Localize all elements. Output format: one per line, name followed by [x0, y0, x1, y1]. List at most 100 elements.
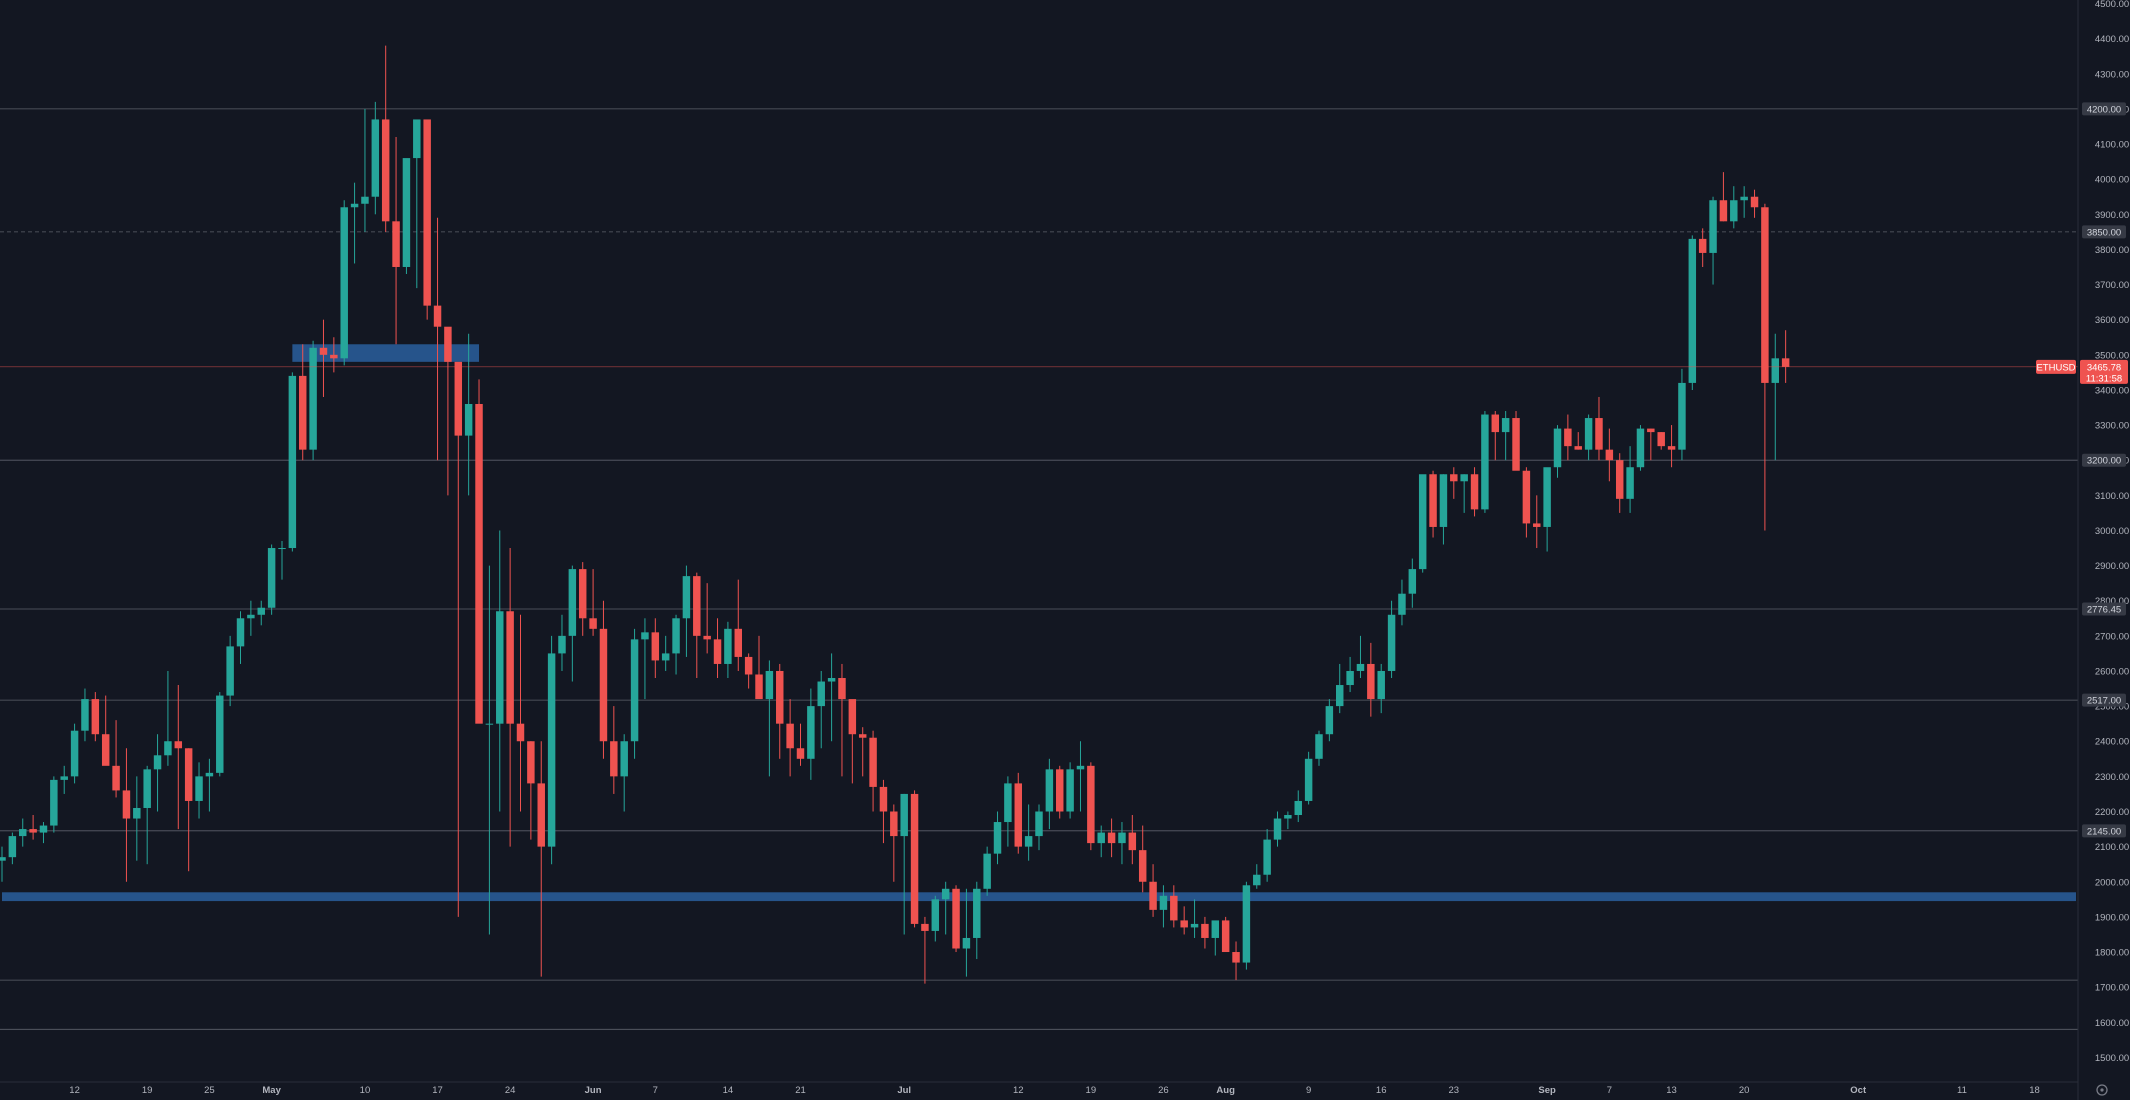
candle[interactable] [682, 565, 691, 657]
candle[interactable] [1543, 467, 1551, 552]
candle[interactable] [620, 734, 628, 812]
candle[interactable] [1678, 368, 1686, 461]
candle[interactable] [890, 804, 898, 882]
candle[interactable] [60, 765, 68, 794]
candle[interactable] [1128, 815, 1137, 865]
candle[interactable] [122, 748, 131, 882]
candle[interactable] [941, 881, 950, 935]
candle[interactable] [1294, 790, 1302, 823]
candle[interactable] [485, 565, 494, 935]
candle[interactable] [1470, 467, 1479, 517]
candle[interactable] [340, 200, 348, 366]
candle[interactable] [1615, 453, 1624, 513]
candle[interactable] [0, 846, 6, 882]
candle[interactable] [101, 695, 110, 766]
candle[interactable] [1730, 186, 1738, 229]
candle[interactable] [195, 762, 203, 819]
candle[interactable] [288, 372, 297, 552]
candle[interactable] [184, 748, 193, 872]
candle[interactable] [330, 337, 338, 373]
candle[interactable] [993, 811, 1002, 865]
candle[interactable] [1553, 425, 1562, 478]
candle[interactable] [475, 379, 483, 724]
candle[interactable] [921, 916, 929, 984]
candle[interactable] [216, 692, 224, 777]
candle[interactable] [630, 628, 639, 759]
candle[interactable] [858, 727, 867, 777]
candle[interactable] [1719, 172, 1728, 222]
candle[interactable] [1315, 730, 1323, 766]
candle[interactable] [1595, 396, 1603, 461]
candle[interactable] [838, 663, 846, 777]
candle[interactable] [1750, 189, 1759, 218]
candle[interactable] [1709, 196, 1717, 285]
candle[interactable] [506, 548, 514, 847]
candle[interactable] [1035, 804, 1043, 851]
candle[interactable] [1118, 822, 1126, 865]
candle[interactable] [1056, 765, 1064, 819]
candle[interactable] [236, 611, 245, 664]
candle[interactable] [1387, 600, 1396, 679]
candle[interactable] [1076, 741, 1085, 812]
candle[interactable] [402, 158, 411, 275]
candle[interactable] [39, 822, 48, 844]
candle[interactable] [1170, 885, 1178, 928]
candle[interactable] [848, 699, 857, 784]
candle[interactable] [516, 614, 525, 812]
candle[interactable] [278, 541, 286, 580]
zone-rect[interactable] [292, 344, 480, 362]
candle[interactable] [796, 723, 805, 766]
candle[interactable] [713, 618, 722, 679]
candle[interactable] [879, 779, 888, 844]
candle[interactable] [91, 692, 100, 742]
candle[interactable] [1335, 663, 1344, 714]
candle[interactable] [381, 45, 390, 232]
candle[interactable] [133, 776, 141, 861]
candle[interactable] [1356, 635, 1365, 679]
candle[interactable] [1004, 776, 1012, 847]
candle[interactable] [869, 730, 877, 812]
candle[interactable] [1242, 881, 1251, 970]
candle[interactable] [1087, 762, 1095, 851]
candle[interactable] [1325, 699, 1334, 742]
candle[interactable] [1584, 414, 1593, 461]
candle[interactable] [1460, 474, 1468, 513]
candle[interactable] [1491, 411, 1500, 461]
candle[interactable] [817, 670, 825, 749]
candle[interactable] [361, 108, 369, 232]
candle[interactable] [164, 670, 172, 766]
zone-rect[interactable] [2, 892, 2076, 902]
candle[interactable] [1367, 642, 1375, 717]
candle[interactable] [952, 885, 960, 953]
candle[interactable] [1688, 235, 1697, 390]
candle[interactable] [724, 621, 732, 679]
candle[interactable] [983, 846, 991, 896]
candle[interactable] [1097, 825, 1105, 858]
candle[interactable] [568, 565, 577, 682]
candle[interactable] [1159, 885, 1168, 928]
candle[interactable] [1377, 663, 1385, 714]
candles[interactable] [0, 45, 1790, 984]
candle[interactable] [973, 881, 981, 960]
candle[interactable] [661, 635, 670, 671]
candle[interactable] [1201, 916, 1209, 949]
candle[interactable] [641, 618, 649, 700]
candle[interactable] [672, 614, 680, 675]
candle[interactable] [527, 741, 535, 840]
candle[interactable] [1408, 558, 1417, 608]
candle[interactable] [464, 333, 473, 496]
candle[interactable] [1647, 428, 1655, 461]
candle[interactable] [693, 572, 701, 679]
candle[interactable] [1014, 772, 1022, 854]
candle[interactable] [454, 361, 463, 917]
candle[interactable] [70, 723, 79, 784]
candle[interactable] [1481, 411, 1489, 513]
candle[interactable] [776, 663, 784, 759]
candle[interactable] [599, 600, 608, 759]
candle[interactable] [29, 815, 37, 840]
candle[interactable] [1304, 751, 1313, 805]
candle[interactable] [1574, 432, 1582, 450]
candle[interactable] [962, 888, 971, 977]
candle[interactable] [319, 319, 328, 397]
candle[interactable] [153, 734, 162, 812]
